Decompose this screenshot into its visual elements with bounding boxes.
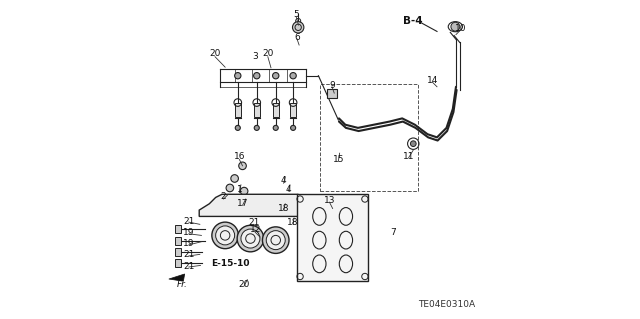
Circle shape (235, 72, 241, 79)
Bar (273, 103, 279, 117)
Text: 7: 7 (390, 228, 396, 237)
Circle shape (236, 125, 240, 130)
Text: B-4: B-4 (403, 16, 422, 26)
Bar (175, 259, 182, 267)
Text: 3: 3 (252, 52, 258, 61)
Text: 21: 21 (248, 218, 259, 227)
Circle shape (266, 231, 285, 250)
Bar (290, 103, 296, 117)
Text: 19: 19 (183, 228, 195, 237)
Text: 11: 11 (403, 152, 414, 161)
Text: E-15-10: E-15-10 (211, 259, 249, 268)
Circle shape (291, 125, 296, 130)
Text: 20: 20 (209, 49, 221, 58)
Text: 1: 1 (237, 185, 242, 194)
Bar (320, 84, 418, 191)
Circle shape (239, 162, 246, 170)
Circle shape (241, 229, 260, 248)
Text: 6: 6 (294, 33, 300, 42)
Polygon shape (199, 194, 308, 216)
Text: 13: 13 (324, 196, 335, 205)
Bar (327, 89, 337, 98)
Bar (175, 225, 181, 233)
Text: 14: 14 (427, 76, 438, 85)
Circle shape (237, 225, 264, 252)
Text: 20: 20 (262, 49, 273, 58)
Circle shape (212, 222, 239, 249)
Polygon shape (297, 194, 368, 281)
Circle shape (451, 22, 460, 31)
Circle shape (240, 187, 248, 195)
Text: 18: 18 (287, 218, 299, 227)
Circle shape (253, 72, 260, 79)
Bar (253, 103, 260, 117)
Text: 16: 16 (234, 152, 245, 161)
Text: Fr.: Fr. (177, 280, 188, 289)
Text: 21: 21 (183, 262, 195, 271)
Bar (175, 237, 181, 245)
Text: 17: 17 (237, 199, 248, 208)
Text: 12: 12 (250, 225, 261, 234)
Text: 21: 21 (183, 250, 195, 259)
Circle shape (273, 72, 279, 79)
Circle shape (226, 184, 234, 192)
Text: 4: 4 (281, 175, 287, 185)
Circle shape (231, 175, 239, 182)
Text: 21: 21 (183, 217, 195, 226)
Circle shape (262, 227, 289, 253)
Circle shape (292, 22, 304, 33)
Text: 18: 18 (278, 204, 289, 213)
Circle shape (410, 141, 416, 146)
Text: 10: 10 (455, 24, 467, 33)
Bar (175, 248, 182, 256)
Polygon shape (169, 274, 185, 281)
Text: TE04E0310A: TE04E0310A (418, 300, 475, 309)
Text: 15: 15 (333, 155, 344, 164)
Circle shape (273, 125, 278, 130)
Text: 2: 2 (221, 192, 227, 201)
Circle shape (254, 125, 259, 130)
Circle shape (216, 226, 235, 245)
Circle shape (290, 72, 296, 79)
Text: 19: 19 (183, 239, 195, 248)
Text: 20: 20 (239, 280, 250, 289)
Text: 5: 5 (293, 10, 299, 19)
Text: 9: 9 (329, 81, 335, 90)
Text: 4: 4 (285, 185, 291, 194)
Bar (235, 103, 241, 117)
